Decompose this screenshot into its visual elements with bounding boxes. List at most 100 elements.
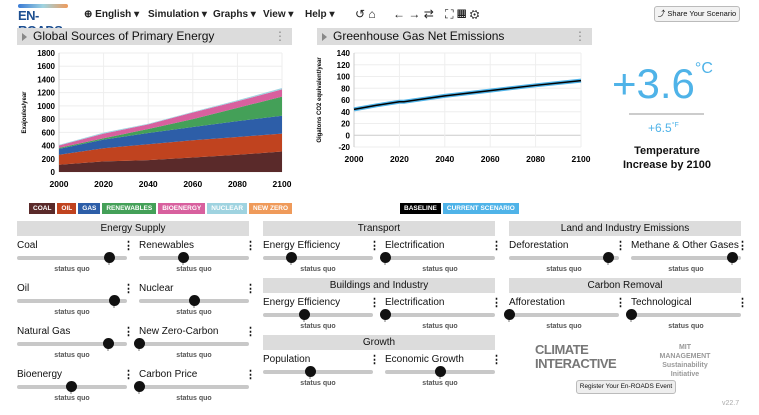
control-label: Technological <box>631 297 692 308</box>
more-icon[interactable]: ⋮ <box>369 240 380 252</box>
more-icon[interactable]: ⋮ <box>123 369 134 381</box>
area-renewables <box>59 96 282 149</box>
table-icon[interactable]: ▦ <box>456 7 467 21</box>
slider-handle[interactable] <box>104 252 116 263</box>
slider-handle[interactable] <box>134 338 145 349</box>
slider-handle[interactable] <box>504 309 515 320</box>
legend-current-scenario[interactable]: CURRENT SCENARIO <box>442 203 519 214</box>
menu-graphs[interactable]: Graphs ▾ <box>213 9 256 20</box>
status-quo-label: status quo <box>668 266 704 273</box>
slider-handle[interactable] <box>178 252 189 263</box>
slider-track[interactable] <box>385 313 495 317</box>
slider-track[interactable] <box>509 256 619 260</box>
y-axis-label: Exajoules/year <box>22 91 28 134</box>
more-icon[interactable]: ⋮ <box>369 297 380 309</box>
slider-track[interactable] <box>263 313 373 317</box>
status-quo-label: status quo <box>668 323 704 330</box>
undo-icon[interactable]: ↺ <box>355 7 366 21</box>
area-nuclear <box>59 88 282 146</box>
back-icon[interactable]: ← <box>393 7 405 21</box>
section-carbon-removal: Carbon Removal <box>509 278 741 293</box>
energy-chart-header[interactable]: Global Sources of Primary Energy ⋮ <box>17 28 292 45</box>
slider-handle[interactable] <box>380 309 391 320</box>
status-quo-label: status quo <box>54 352 90 359</box>
more-icon[interactable]: ⋮ <box>245 326 256 338</box>
y-tick-label: 80 <box>341 84 350 93</box>
more-icon[interactable]: ⋮ <box>615 240 626 252</box>
control-label: Electrification <box>385 297 445 308</box>
language-menu[interactable]: ⊕ English ▾ <box>84 9 140 20</box>
control-label: Energy Efficiency <box>263 297 341 308</box>
slider-handle[interactable] <box>103 338 115 349</box>
menu-simulation[interactable]: Simulation ▾ <box>148 9 207 20</box>
slider-track[interactable] <box>17 299 127 303</box>
slider-handle[interactable] <box>626 309 637 320</box>
legend-new-zero[interactable]: NEW ZERO <box>249 203 293 214</box>
slider-handle[interactable] <box>65 381 77 392</box>
emissions-chart-header[interactable]: Greenhouse Gas Net Emissions ⋮ <box>317 28 592 45</box>
more-icon[interactable]: ⋮ <box>123 240 134 252</box>
slider-track[interactable] <box>139 256 249 260</box>
slider-track[interactable] <box>631 313 741 317</box>
more-icon[interactable]: ⋮ <box>491 354 502 366</box>
version-label: v22.7 <box>722 400 740 407</box>
y-tick-label: 0 <box>346 131 351 140</box>
slider-handle[interactable] <box>108 295 120 306</box>
legend-baseline[interactable]: BASELINE <box>400 203 441 214</box>
redo-icon[interactable]: ⇄ <box>423 7 434 21</box>
more-icon[interactable]: ⋮ <box>274 29 286 43</box>
home-icon[interactable]: ⌂ <box>368 7 376 21</box>
more-icon[interactable]: ⋮ <box>245 283 256 295</box>
slider-track[interactable] <box>17 256 127 260</box>
expand-icon[interactable] <box>322 33 327 41</box>
legend-oil[interactable]: OIL <box>57 203 77 214</box>
fullscreen-icon[interactable]: ⛶ <box>445 7 454 21</box>
more-icon[interactable]: ⋮ <box>574 29 586 43</box>
more-icon[interactable]: ⋮ <box>245 369 256 381</box>
control-new-zero-carbon: New Zero-Carbon ⋮ status quo <box>134 326 256 372</box>
more-icon[interactable]: ⋮ <box>245 240 256 252</box>
control-label: Bioenergy <box>17 369 63 380</box>
slider-handle[interactable] <box>134 381 145 392</box>
slider-handle[interactable] <box>285 252 297 263</box>
slider-handle[interactable] <box>189 295 200 306</box>
legend-coal[interactable]: COAL <box>29 203 56 214</box>
legend-bioenergy[interactable]: BIOENERGY <box>158 203 206 214</box>
menu-help[interactable]: Help ▾ <box>305 9 335 20</box>
legend-gas[interactable]: GAS <box>78 203 101 214</box>
control-label: Renewables <box>139 240 195 251</box>
slider-track[interactable] <box>263 256 373 260</box>
slider-handle[interactable] <box>435 366 446 377</box>
menu-view[interactable]: View ▾ <box>263 9 294 20</box>
more-icon[interactable]: ⋮ <box>737 297 748 309</box>
slider-track[interactable] <box>385 256 495 260</box>
settings-icon[interactable]: ⚙ <box>469 7 480 21</box>
logo[interactable]: EN-ROADS <box>18 4 68 38</box>
slider-handle[interactable] <box>380 252 391 263</box>
more-icon[interactable]: ⋮ <box>491 240 502 252</box>
forward-icon[interactable]: → <box>408 7 421 21</box>
legend-nuclear[interactable]: NUCLEAR <box>207 203 248 214</box>
baseline-line <box>353 79 582 111</box>
slider-handle[interactable] <box>298 309 310 320</box>
slider-track[interactable] <box>139 385 249 389</box>
slider-handle[interactable] <box>727 252 739 263</box>
more-icon[interactable]: ⋮ <box>123 326 134 338</box>
more-icon[interactable]: ⋮ <box>615 297 626 309</box>
slider-handle[interactable] <box>305 366 317 377</box>
register-event-button[interactable]: Register Your En-ROADS Event <box>576 380 676 394</box>
more-icon[interactable]: ⋮ <box>491 297 502 309</box>
more-icon[interactable]: ⋮ <box>123 283 134 295</box>
slider-track[interactable] <box>509 313 619 317</box>
slider-track[interactable] <box>139 342 249 346</box>
share-scenario-button[interactable]: ⤴ Share Your Scenario <box>654 6 740 22</box>
y-tick-label: 40 <box>341 108 350 117</box>
expand-icon[interactable] <box>22 33 27 41</box>
slider-track[interactable] <box>631 256 741 260</box>
slider-track[interactable] <box>263 370 373 374</box>
slider-handle[interactable] <box>603 252 614 263</box>
legend-renewables[interactable]: RENEWABLES <box>102 203 157 214</box>
slider-track[interactable] <box>17 342 127 346</box>
more-icon[interactable]: ⋮ <box>737 240 748 252</box>
more-icon[interactable]: ⋮ <box>369 354 380 366</box>
